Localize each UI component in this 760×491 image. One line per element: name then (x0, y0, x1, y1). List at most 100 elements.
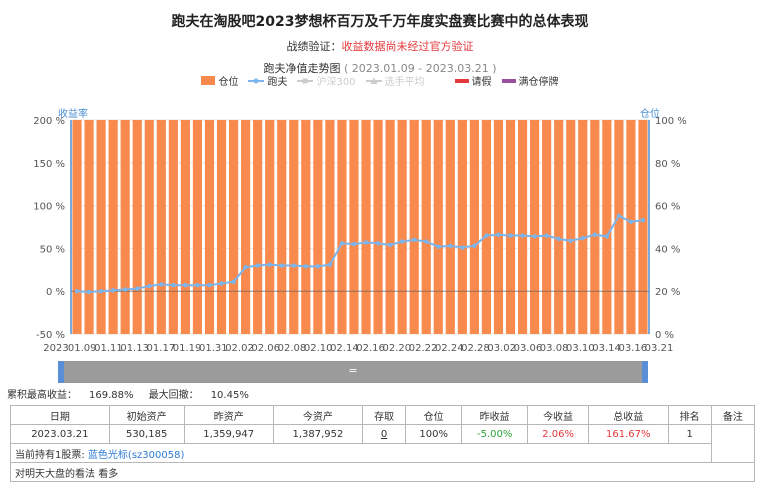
position-bar (385, 120, 395, 334)
zoom-handle-right[interactable] (642, 361, 648, 383)
return-point (291, 263, 296, 268)
return-point (86, 289, 92, 295)
position-bar (168, 120, 178, 334)
col-date: 日期 (10, 405, 110, 425)
x-tick-label: 01.09 (68, 343, 97, 354)
legend-item-average[interactable]: 选手平均 (365, 73, 425, 88)
position-bar (493, 120, 504, 334)
return-point (351, 241, 357, 247)
x-tick-label: 03.02 (487, 343, 516, 354)
position-bar (397, 120, 407, 334)
left-tick-label: 0 % (46, 287, 65, 298)
holding-stock-link[interactable]: 蓝色光标(sz300058) (87, 449, 185, 461)
return-point (484, 233, 489, 238)
left-tick-label: 100 % (33, 202, 65, 213)
return-point (171, 283, 176, 288)
return-point (640, 217, 646, 223)
x-tick-label: 02.14 (330, 343, 359, 354)
legend-label-return: 跑夫 (267, 77, 288, 88)
page-title: 跑夫在淘股吧2023梦想杯百万及千万年度实盘赛比赛中的总体表现 (171, 14, 589, 30)
position-bar (108, 120, 118, 334)
legend-item-suspended[interactable]: 满仓停牌 (501, 73, 559, 88)
position-bar (180, 120, 190, 334)
cell-position: 100% (405, 424, 463, 444)
legend-label-suspended: 满仓停牌 (518, 77, 559, 88)
deposit-link[interactable]: 0 (380, 428, 388, 440)
legend-item-leave[interactable]: 请假 (454, 73, 492, 88)
return-point (387, 242, 393, 248)
legend-item-return[interactable]: 跑夫 (248, 73, 287, 88)
position-bar (566, 120, 576, 334)
left-axis-title: 收益率 (58, 109, 88, 120)
zoom-grip-icon[interactable]: = (348, 364, 358, 377)
max-return-value: 169.88% (89, 390, 134, 401)
left-tick-label: -50 % (36, 330, 65, 341)
x-tick-label: 03.14 (592, 343, 621, 354)
col-yesterday-assets: 昨资产 (183, 405, 274, 425)
position-bar (602, 120, 612, 334)
x-tick-label: 2023 (43, 343, 68, 354)
x-tick-label: 01.31 (199, 343, 228, 354)
position-bar (505, 120, 516, 334)
return-point (628, 219, 634, 225)
chart-subtitle-range: ( 2023.01.09 - 2023.03.21 ) (343, 62, 497, 75)
legend-line-icon (365, 77, 382, 84)
position-bar (72, 120, 82, 334)
cell-date: 2023.03.21 (10, 424, 110, 444)
col-initial-assets: 初始资产 (108, 405, 185, 425)
holding-cell: 当前持有1股票: 蓝色光标(sz300058) (10, 443, 712, 463)
position-bar (84, 120, 94, 334)
x-tick-label: 01.11 (94, 343, 123, 354)
position-bar (445, 120, 455, 334)
col-today-assets: 今资产 (272, 405, 364, 425)
legend-line-icon (248, 78, 265, 83)
outlook-row: 对明天大盘的看法 看多 (10, 462, 755, 482)
return-point (122, 287, 128, 292)
cell-yesterday-return: -5.00% (461, 424, 529, 444)
zoom-slider[interactable]: = (58, 361, 648, 383)
x-tick-label: 03.16 (618, 343, 647, 354)
return-point (411, 237, 417, 243)
legend-item-hs300[interactable]: 沪深300 (297, 73, 356, 88)
return-point (544, 233, 549, 238)
col-deposit: 存取 (361, 405, 407, 425)
legend-swatch-position (201, 76, 216, 85)
legend-label-hs300: 沪深300 (316, 77, 356, 88)
return-point (207, 283, 212, 288)
position-bar (301, 120, 311, 334)
table-row: 2023.03.21 530,185 1,359,947 1,387,952 0… (10, 424, 756, 463)
position-bar (554, 120, 564, 334)
cell-note (710, 424, 756, 463)
return-point (532, 234, 537, 239)
x-tick-label: 03.10 (566, 343, 595, 354)
holding-label: 当前持有1股票: (15, 449, 85, 461)
return-point (231, 279, 236, 284)
return-point (580, 235, 585, 241)
return-point (147, 283, 152, 289)
right-tick-label: 0 % (655, 330, 674, 341)
verify-status: 收益数据尚未经过官方验证 (341, 40, 474, 53)
zoom-handle-left[interactable] (58, 361, 64, 383)
return-point (616, 213, 622, 219)
max-drawdown-value: 10.45% (210, 390, 249, 401)
cell-today-assets: 1,387,952 (272, 424, 364, 444)
position-bar (96, 120, 106, 334)
summary-table: 日期 初始资产 昨资产 今资产 存取 仓位 昨收益 今收益 总收益 排名 备注 … (10, 405, 756, 482)
return-point (74, 289, 80, 294)
outlook-label: 对明天大盘的看法 (15, 468, 95, 480)
outlook-value: 看多 (98, 468, 119, 480)
x-tick-label: 02.10 (304, 343, 333, 354)
right-tick-label: 100 % (655, 116, 687, 127)
legend-label-average: 选手平均 (384, 77, 425, 88)
legend-item-position[interactable]: 仓位 (201, 73, 238, 88)
legend-swatch-leave (454, 78, 469, 83)
right-tick-label: 20 % (655, 287, 680, 298)
table-header-row: 日期 初始资产 昨资产 今资产 存取 仓位 昨收益 今收益 总收益 排名 备注 (10, 405, 756, 425)
right-axis-title: 仓位 (640, 109, 660, 120)
position-bar (626, 120, 636, 334)
return-point (98, 289, 104, 294)
position-bar (590, 120, 600, 334)
return-point (508, 233, 513, 238)
position-bar (192, 120, 203, 334)
left-tick-label: 150 % (33, 159, 65, 170)
